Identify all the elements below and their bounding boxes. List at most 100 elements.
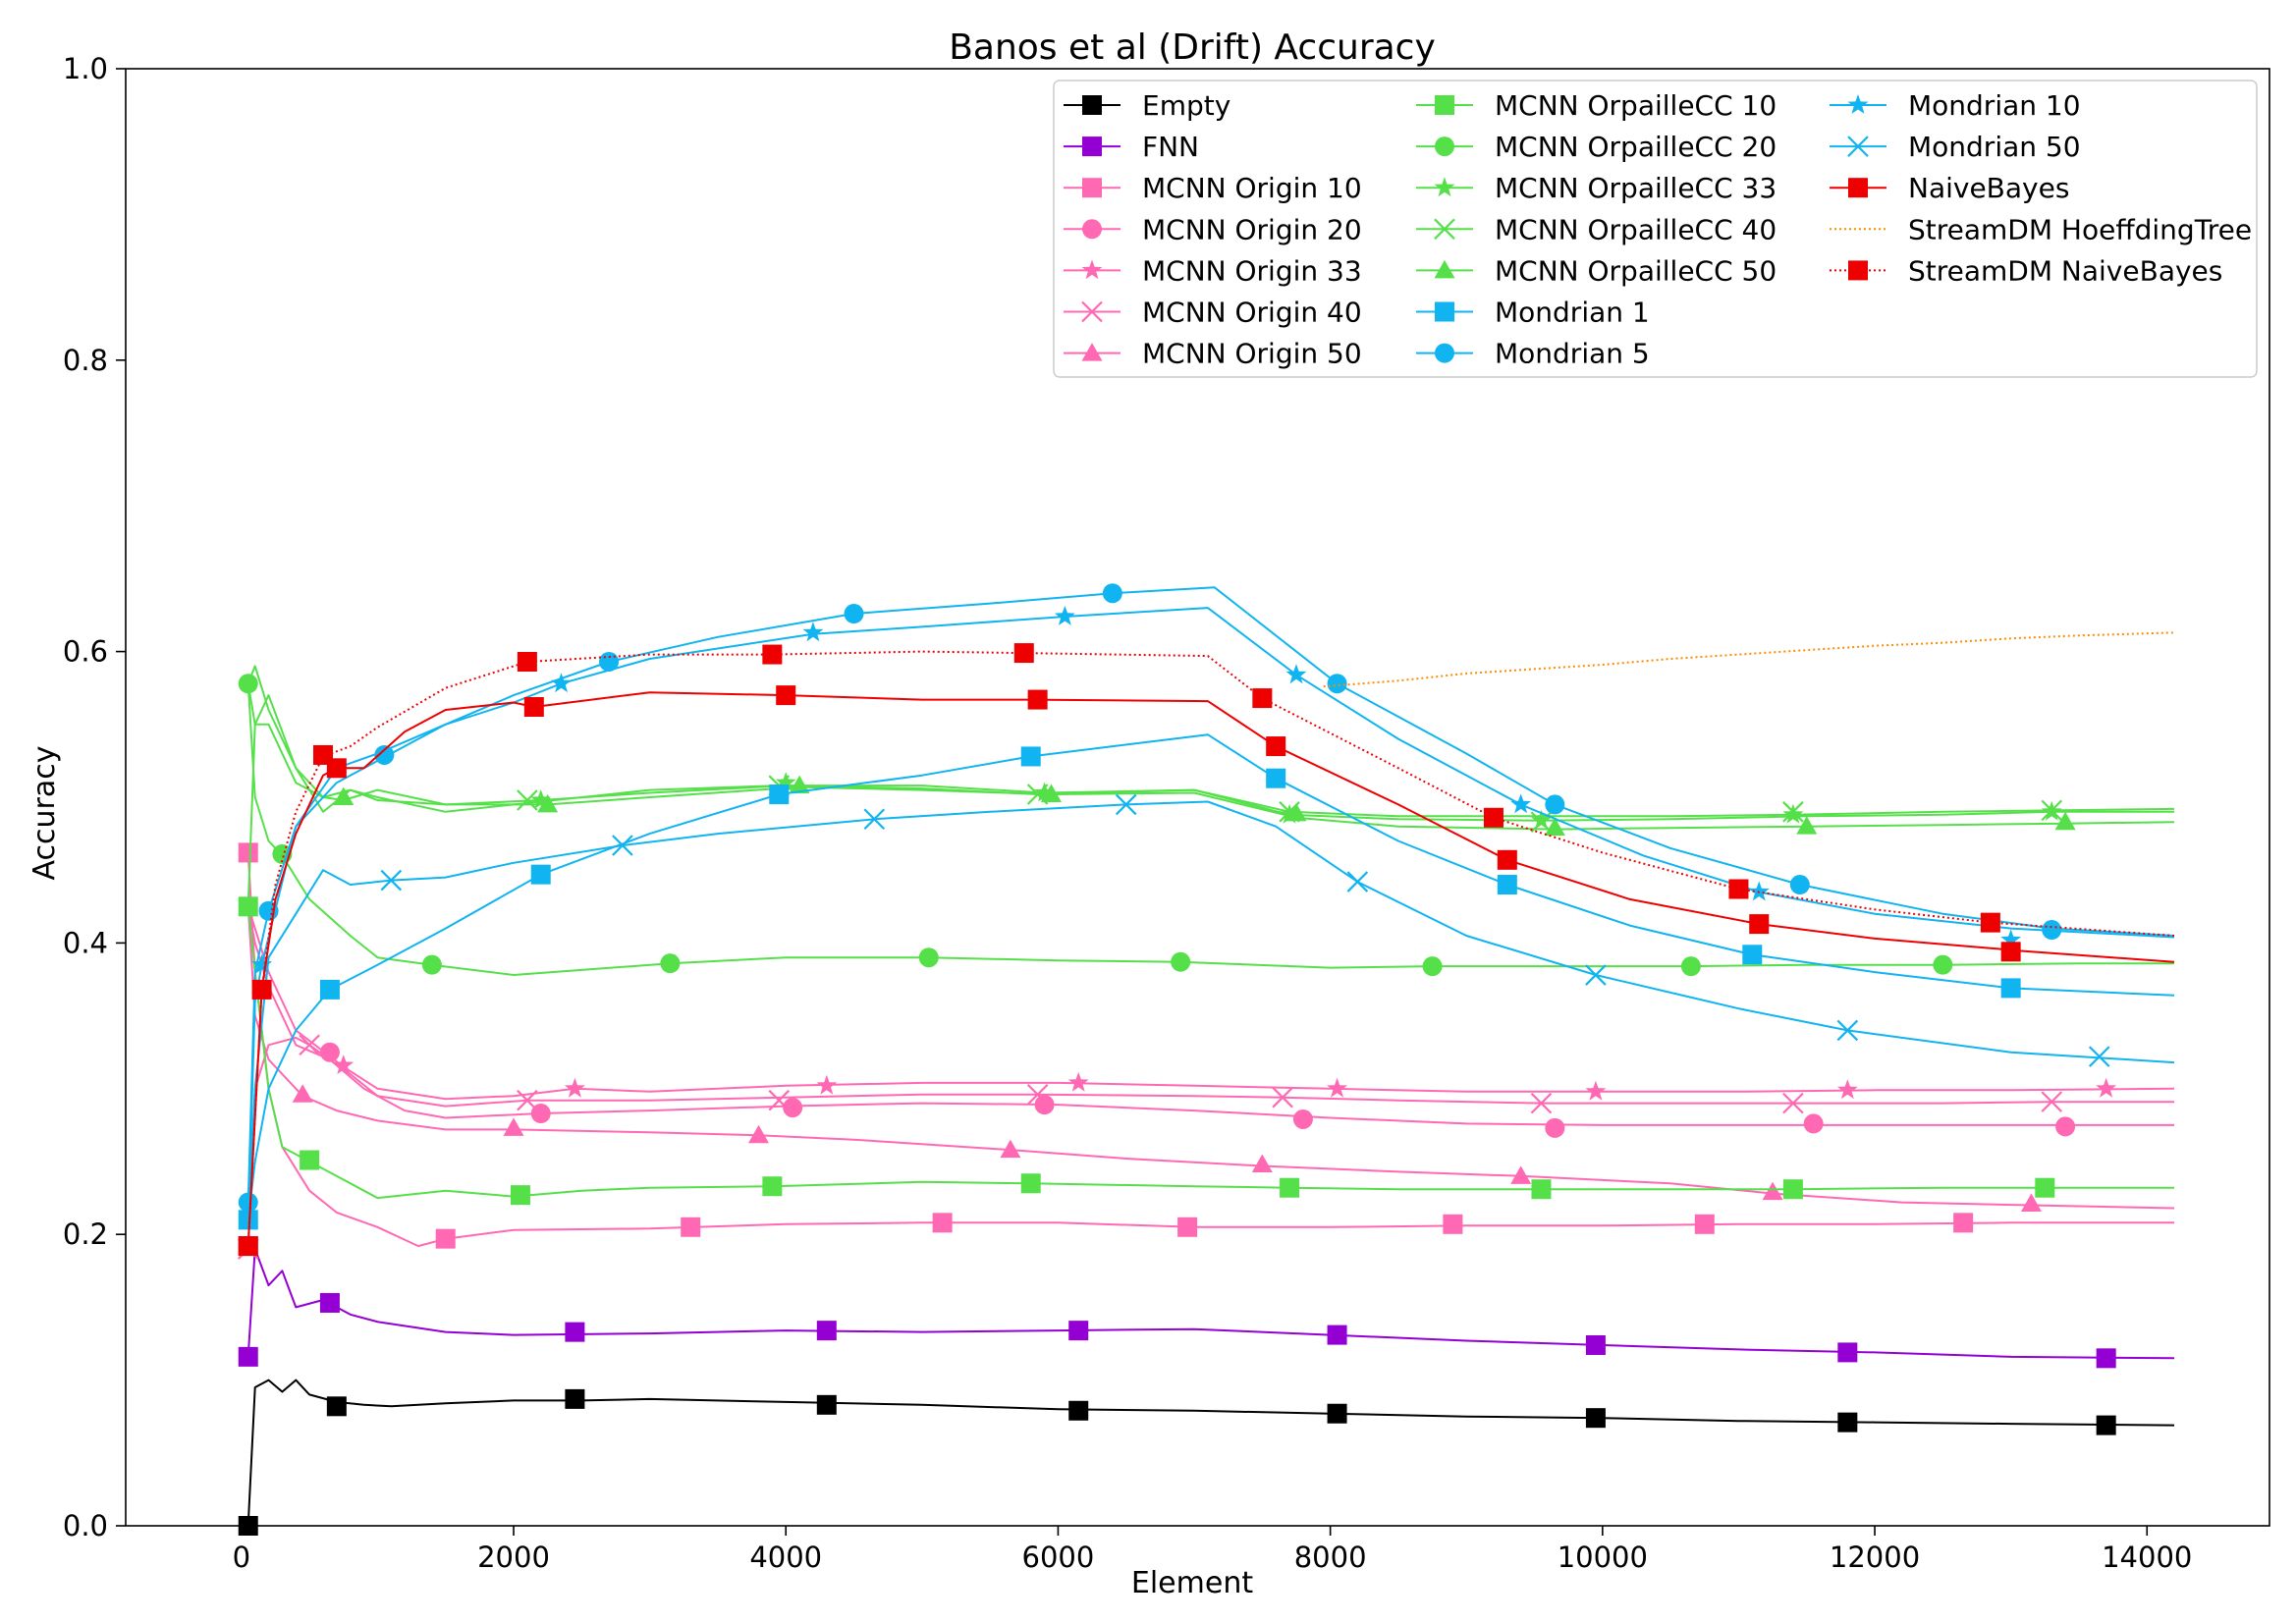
- data-point: [1762, 1181, 1783, 1201]
- data-point: [238, 842, 258, 863]
- data-point: [1034, 1095, 1055, 1115]
- legend-swatch-marker: [1082, 136, 1102, 157]
- series-mcnn-origin-33: [241, 905, 2175, 1101]
- series-line-naivebayes: [241, 691, 2175, 1248]
- data-point: [1585, 1080, 1607, 1101]
- x-tick-label: 2000: [477, 1541, 550, 1574]
- legend-item-mcnn-orpaillecc-40: MCNN OrpailleCC 40: [1416, 213, 1777, 245]
- data-point: [1510, 1165, 1532, 1184]
- data-point: [1742, 945, 1763, 965]
- data-point: [1279, 803, 1300, 824]
- data-point: [333, 1055, 355, 1074]
- legend-label: Mondrian 10: [1908, 89, 2081, 122]
- data-point: [802, 622, 824, 642]
- legend-item-mondrian-5: Mondrian 5: [1416, 338, 1650, 370]
- data-point: [503, 1117, 524, 1136]
- data-point: [435, 1228, 456, 1249]
- data-point: [1020, 1173, 1041, 1194]
- data-point: [1327, 1077, 1347, 1098]
- data-point: [2055, 1116, 2076, 1137]
- data-point: [1327, 1325, 1347, 1345]
- legend-label: StreamDM NaiveBayes: [1908, 254, 2222, 287]
- y-tick-label: 0.6: [63, 635, 108, 669]
- y-tick-label: 0.4: [63, 926, 108, 959]
- legend-swatch-marker: [1435, 343, 1454, 363]
- data-point: [1497, 875, 1517, 895]
- legend-item-streamdm-naivebayes: StreamDM NaiveBayes: [1830, 254, 2222, 287]
- series-mcnn-orpaillecc-50: [241, 682, 2175, 837]
- data-point: [1346, 871, 1369, 893]
- data-point: [1292, 1109, 1313, 1129]
- series-empty: [238, 1379, 2175, 1536]
- series-line-mondrian-1: [241, 733, 2175, 1221]
- legend-label: MCNN Origin 50: [1142, 338, 1362, 370]
- legend-item-mondrian-10: Mondrian 10: [1830, 89, 2081, 122]
- data-point: [1266, 768, 1286, 788]
- plot-area: [237, 583, 2175, 1536]
- data-point: [565, 1322, 585, 1342]
- data-point: [775, 772, 796, 792]
- data-point: [1694, 1214, 1715, 1234]
- data-point: [1933, 954, 1953, 975]
- data-point: [1749, 914, 1770, 935]
- legend-box: [1053, 80, 2258, 378]
- data-point: [2000, 942, 2021, 962]
- legend-swatch-marker: [1435, 95, 1454, 115]
- data-point: [1251, 1154, 1273, 1172]
- series-streamdm-hoeffdingtree: [1323, 631, 2175, 688]
- legend-label: MCNN Origin 20: [1142, 213, 1362, 245]
- y-axis-label: Accuracy: [27, 746, 62, 881]
- legend-swatch-marker: [1081, 300, 1103, 323]
- data-point: [1327, 674, 1347, 694]
- x-tick-label: 14000: [2102, 1541, 2192, 1574]
- legend-label: StreamDM HoeffdingTree: [1908, 213, 2252, 245]
- x-tick-label: 6000: [1022, 1541, 1095, 1574]
- data-point: [1796, 816, 1818, 835]
- axes: 0 2000 4000 6000 8000 10000 12000 14000 0.0 0.2 0.…: [63, 52, 2270, 1574]
- data-point: [517, 1089, 538, 1111]
- data-point: [1027, 689, 1048, 710]
- legend-label: MCNN OrpailleCC 50: [1495, 254, 1777, 287]
- legend-item-mcnn-orpaillecc-20: MCNN OrpailleCC 20: [1416, 131, 1777, 163]
- data-point: [564, 1077, 585, 1098]
- data-point: [1585, 1334, 1606, 1355]
- data-point: [1782, 803, 1804, 824]
- data-point: [2000, 978, 2021, 999]
- data-point: [762, 1176, 783, 1197]
- data-point: [1803, 1113, 1824, 1134]
- data-point: [1680, 956, 1701, 977]
- legend-item-mcnn-orpaillecc-10: MCNN OrpailleCC 10: [1416, 89, 1777, 122]
- legend-item-streamdm-hoeffdingtree: StreamDM HoeffdingTree: [1830, 213, 2252, 245]
- data-point: [1782, 1179, 1803, 1200]
- legend-label: MCNN Origin 33: [1142, 254, 1362, 287]
- data-point: [251, 953, 273, 974]
- data-point: [319, 1292, 340, 1313]
- legend-label: Empty: [1142, 89, 1230, 122]
- data-point: [1020, 746, 1041, 767]
- series-line-mcnn-origin-33: [241, 905, 2175, 1101]
- x-tick-label: 0: [233, 1541, 250, 1574]
- data-point: [1545, 794, 1565, 815]
- series-mondrian-1: [238, 733, 2175, 1230]
- legend-swatch-marker: [1435, 301, 1454, 322]
- data-point: [1953, 1213, 1974, 1233]
- data-point: [2054, 811, 2076, 831]
- data-point: [1836, 1019, 1859, 1042]
- legend-item-empty: Empty: [1064, 89, 1230, 122]
- data-point: [1272, 1086, 1293, 1109]
- x-tick-label: 12000: [1830, 1541, 1920, 1574]
- series-line-mcnn-orpaillecc-10: [241, 905, 2174, 1200]
- data-point: [1252, 688, 1273, 709]
- legend-swatch-marker: [1081, 343, 1103, 361]
- data-point: [748, 1124, 770, 1144]
- legend-swatch-marker: [1082, 178, 1102, 198]
- data-point: [1483, 807, 1503, 828]
- series-streamdm-naivebayes: [238, 643, 2175, 1257]
- legend-swatch-marker: [1848, 260, 1868, 281]
- data-point: [292, 1084, 313, 1103]
- data-point: [530, 864, 551, 885]
- data-point: [816, 1321, 837, 1341]
- data-point: [530, 789, 552, 809]
- series-mondrian-50: [241, 793, 2175, 1221]
- legend-swatch-marker: [1082, 95, 1102, 115]
